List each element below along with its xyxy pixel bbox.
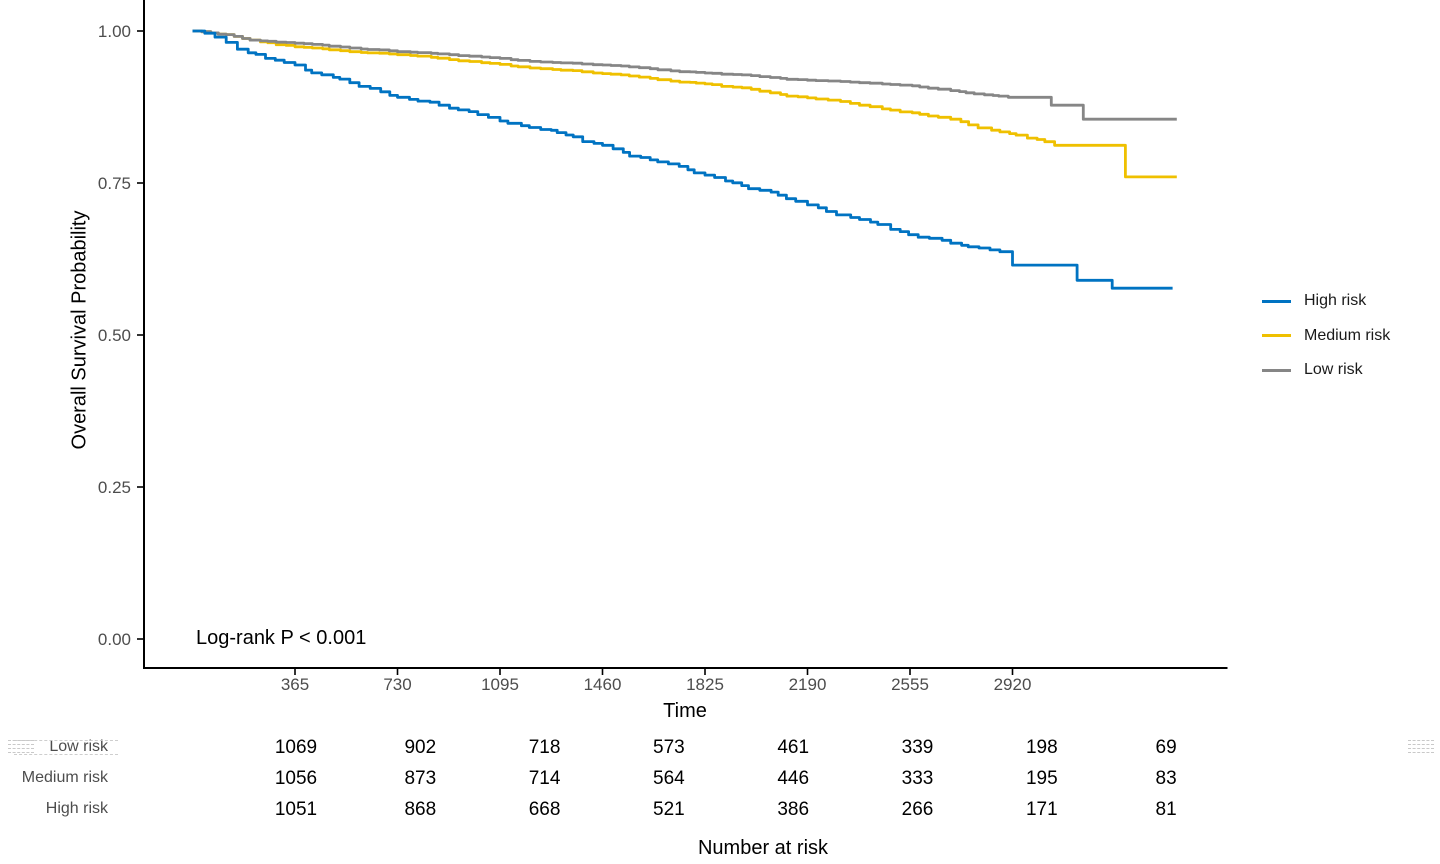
risk-count: 902: [404, 737, 437, 758]
y-tick-label: 0.50: [97, 326, 131, 345]
selection-artifact: [1408, 740, 1434, 756]
x-tick-label: 1460: [583, 675, 622, 694]
selection-artifact: [14, 740, 118, 755]
survival-curve-medium-risk: [192, 29, 1177, 179]
legend-key-line-icon: [1262, 334, 1291, 338]
risk-count: 573: [653, 737, 685, 758]
logrank-annotation: Log-rank P < 0.001: [196, 627, 367, 649]
risk-count: 873: [404, 768, 437, 789]
risk-count: 333: [901, 768, 934, 789]
risk-count: 266: [901, 799, 934, 820]
x-tick-label: 2555: [891, 675, 929, 694]
legend-label: High risk: [1304, 292, 1367, 310]
risk-count: 461: [777, 737, 810, 758]
survival-curve-high-risk: [192, 29, 1173, 290]
risk-count: 83: [1155, 768, 1177, 789]
risk-row-label: Medium risk: [21, 769, 108, 786]
legend-label: Low risk: [1304, 361, 1363, 379]
risk-row-label: High risk: [45, 800, 108, 817]
legend-item: Low risk: [1262, 353, 1390, 388]
risk-count: 1051: [274, 799, 318, 820]
risk-count: 446: [777, 768, 810, 789]
risk-count: 564: [653, 768, 685, 789]
risk-count: 81: [1155, 799, 1177, 820]
legend-label: Medium risk: [1304, 326, 1391, 344]
risk-count: 69: [1155, 737, 1177, 758]
legend-item: Medium risk: [1262, 319, 1390, 354]
x-tick-label: 2190: [788, 675, 827, 694]
y-axis-title: Overall Survival Probability: [68, 210, 91, 450]
legend-key-line-icon: [1262, 368, 1291, 372]
selection-artifact: [8, 740, 34, 756]
risk-count: 1069: [274, 737, 318, 758]
risk-count: 668: [528, 799, 561, 820]
x-tick-label: 1095: [481, 675, 519, 694]
x-axis-title: Time: [663, 700, 707, 722]
risk-count: 718: [528, 737, 561, 758]
risk-count: 521: [653, 799, 685, 820]
legend-key-line-icon: [1262, 299, 1291, 303]
risk-count: 195: [1025, 768, 1058, 789]
risk-count: 386: [777, 799, 810, 820]
risk-count: 339: [901, 737, 934, 758]
legend-item: High risk: [1262, 284, 1390, 319]
risk-count: 198: [1025, 737, 1058, 758]
x-tick-label: 2920: [993, 675, 1032, 694]
risk-table-title: Number at risk: [697, 837, 829, 859]
y-tick-label: 0.00: [97, 630, 131, 649]
x-tick-label: 730: [383, 675, 412, 694]
risk-count: 1056: [274, 768, 318, 789]
y-tick-label: 0.75: [97, 174, 131, 193]
x-tick-label: 1825: [686, 675, 724, 694]
y-tick-label: 0.25: [97, 478, 131, 497]
legend: High risk Medium risk Low risk: [1262, 284, 1390, 388]
y-tick-label: 1.00: [97, 22, 131, 41]
x-tick-label: 365: [280, 675, 310, 694]
risk-count: 714: [528, 768, 561, 789]
survival-curve-low-risk: [192, 29, 1177, 121]
risk-count: 171: [1025, 799, 1058, 820]
risk-count: 868: [404, 799, 437, 820]
risk-row-label: Low risk: [49, 738, 108, 755]
